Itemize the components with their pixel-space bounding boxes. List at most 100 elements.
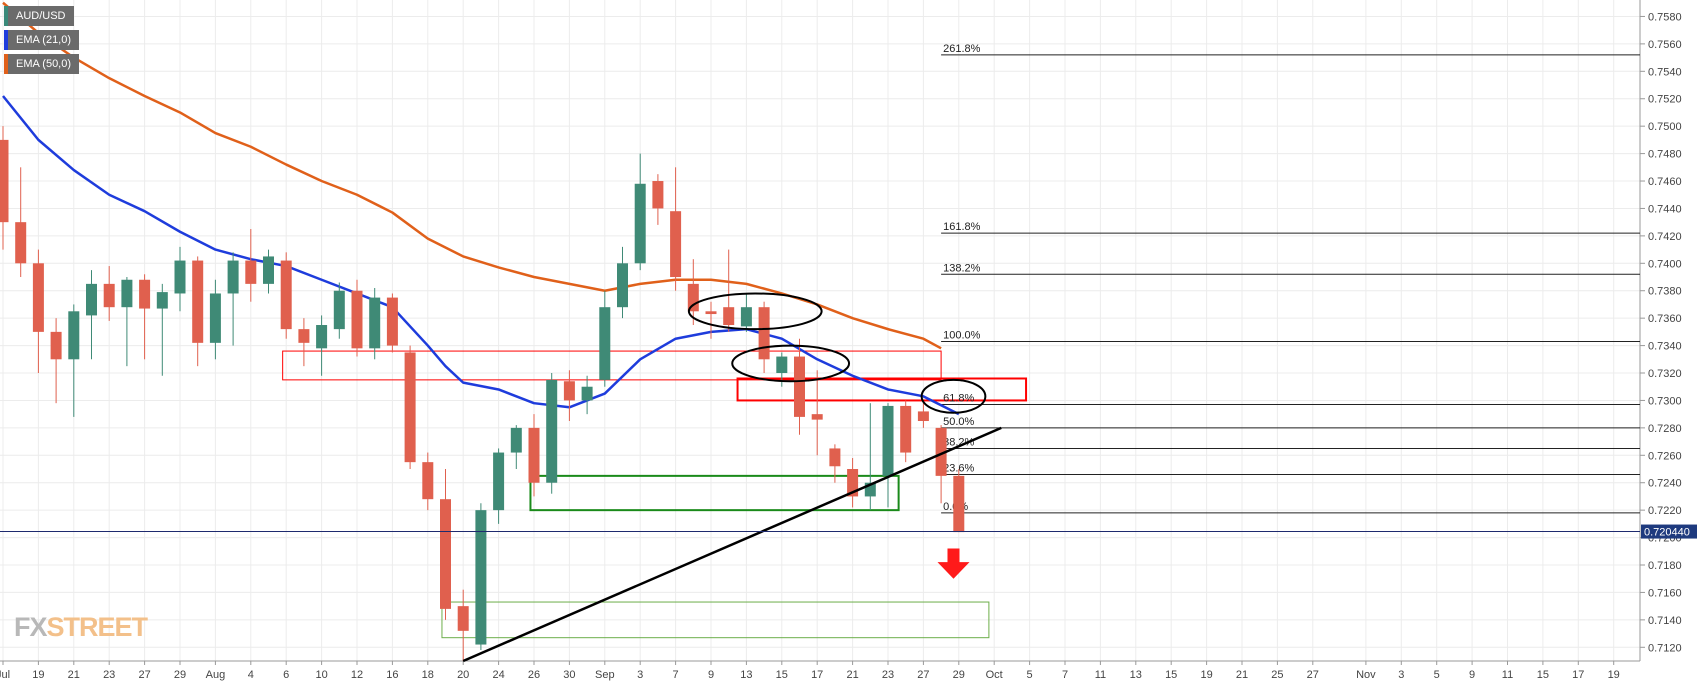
zone-box-1 [736,377,1028,402]
candle-body-37 [652,181,664,209]
x-tick-label-19: 7 [673,669,679,681]
legend-item-ema50[interactable]: EMA (50,0) [4,54,80,74]
x-tick-label-28: Oct [986,669,1003,681]
x-tick-label-44: 17 [1572,669,1584,681]
fib-label-6: 38.2% [943,436,974,448]
x-tick-label-11: 16 [386,669,398,681]
candle-body-47 [829,448,841,467]
fib-label-1: 161.8% [943,221,981,233]
x-tick-label-14: 24 [492,669,504,681]
last-price-label: 0.720440 [1644,527,1690,539]
logo-text-fx: FX [14,612,48,642]
x-tick-label-4: 27 [138,669,150,681]
x-tick-label-7: 4 [248,669,254,681]
y-tick-label-5: 0.7220 [1648,505,1682,517]
candle-body-40 [705,311,717,315]
down-arrow-icon [937,548,970,579]
zone-box-0 [282,350,942,381]
x-tick-label-37: 27 [1307,669,1319,681]
highlight-ellipse-1 [731,344,851,383]
candle-body-26 [457,606,469,631]
candle-body-7 [121,279,133,308]
x-tick-label-35: 21 [1236,669,1248,681]
x-tick-label-40: 5 [1434,669,1440,681]
x-tick-label-22: 15 [776,669,788,681]
y-tick-label-6: 0.7240 [1648,478,1682,490]
fib-label-5: 50.0% [943,416,974,428]
y-tick-label-14: 0.7400 [1648,258,1682,270]
x-tick-label-5: 29 [174,669,186,681]
y-tick-label-20: 0.7520 [1648,94,1682,106]
candle-body-53 [935,427,947,476]
candle-body-34 [599,307,611,380]
y-tick-label-9: 0.7300 [1648,395,1682,407]
legend-label-ema50: EMA (50,0) [16,58,72,70]
x-tick-label-43: 15 [1537,669,1549,681]
x-tick-label-12: 18 [422,669,434,681]
y-tick-label-12: 0.7360 [1648,313,1682,325]
x-tick-label-27: 29 [953,669,965,681]
legend-swatch-ema21 [4,30,8,50]
candle-body-39 [687,283,699,312]
legend-item-audusd[interactable]: AUD/USD [4,6,74,26]
x-tick-label-1: 19 [32,669,44,681]
candle-body-2 [32,263,44,332]
x-tick-label-13: 20 [457,669,469,681]
legend-label-audusd: AUD/USD [16,10,66,22]
candle-body-15 [263,256,274,284]
x-tick-label-24: 21 [846,669,858,681]
candle-body-44 [776,356,788,374]
x-tick-label-16: 30 [563,669,575,681]
x-tick-label-26: 27 [917,669,929,681]
candle-body-16 [280,260,292,330]
fib-label-2: 138.2% [943,262,981,274]
candle-body-19 [333,290,345,330]
candle-body-17 [298,329,310,343]
x-tick-label-18: 3 [637,669,643,681]
candle-body-9 [156,292,168,309]
y-tick-label-1: 0.7140 [1648,615,1682,627]
candle-body-31 [546,379,558,483]
legend-swatch-audusd [4,6,8,26]
candle-body-27 [475,510,487,645]
candle-body-38 [670,211,682,278]
x-tick-label-29: 5 [1027,669,1033,681]
candle-body-20 [351,290,363,349]
candle-body-36 [634,183,646,264]
candle-body-52 [917,411,929,422]
zone-box-3 [441,601,990,639]
y-tick-label-17: 0.7460 [1648,176,1682,188]
candle-body-10 [174,260,186,294]
fib-label-4: 61.8% [943,393,974,405]
y-tick-label-11: 0.7340 [1648,341,1682,353]
y-tick-label-8: 0.7280 [1648,423,1682,435]
candle-body-30 [528,427,540,483]
x-tick-label-23: 17 [811,669,823,681]
x-tick-label-34: 19 [1200,669,1212,681]
x-tick-label-33: 15 [1165,669,1177,681]
x-tick-label-21: 13 [740,669,752,681]
x-tick-label-0: Jul [0,669,10,681]
fib-label-0: 261.8% [943,43,981,55]
x-tick-label-31: 11 [1095,669,1106,681]
y-tick-label-2: 0.7160 [1648,587,1682,599]
x-tick-label-41: 9 [1469,669,1475,681]
highlight-ellipse-0 [687,292,823,331]
candle-body-3 [50,331,62,360]
candle-body-18 [316,325,328,349]
highlight-ellipse-2 [920,378,987,414]
candle-body-32 [563,381,575,401]
candle-body-42 [740,307,752,327]
candle-body-13 [227,260,239,294]
candle-body-33 [581,386,593,401]
y-tick-label-22: 0.7560 [1648,39,1682,51]
x-tick-label-39: 3 [1398,669,1404,681]
legend-item-ema21[interactable]: EMA (21,0) [4,30,80,50]
candle-body-14 [245,260,257,284]
candle-body-12 [209,293,221,343]
y-tick-label-18: 0.7480 [1648,149,1682,161]
candle-body-24 [422,462,434,500]
x-tick-label-30: 7 [1062,669,1068,681]
candle-body-48 [847,469,859,497]
